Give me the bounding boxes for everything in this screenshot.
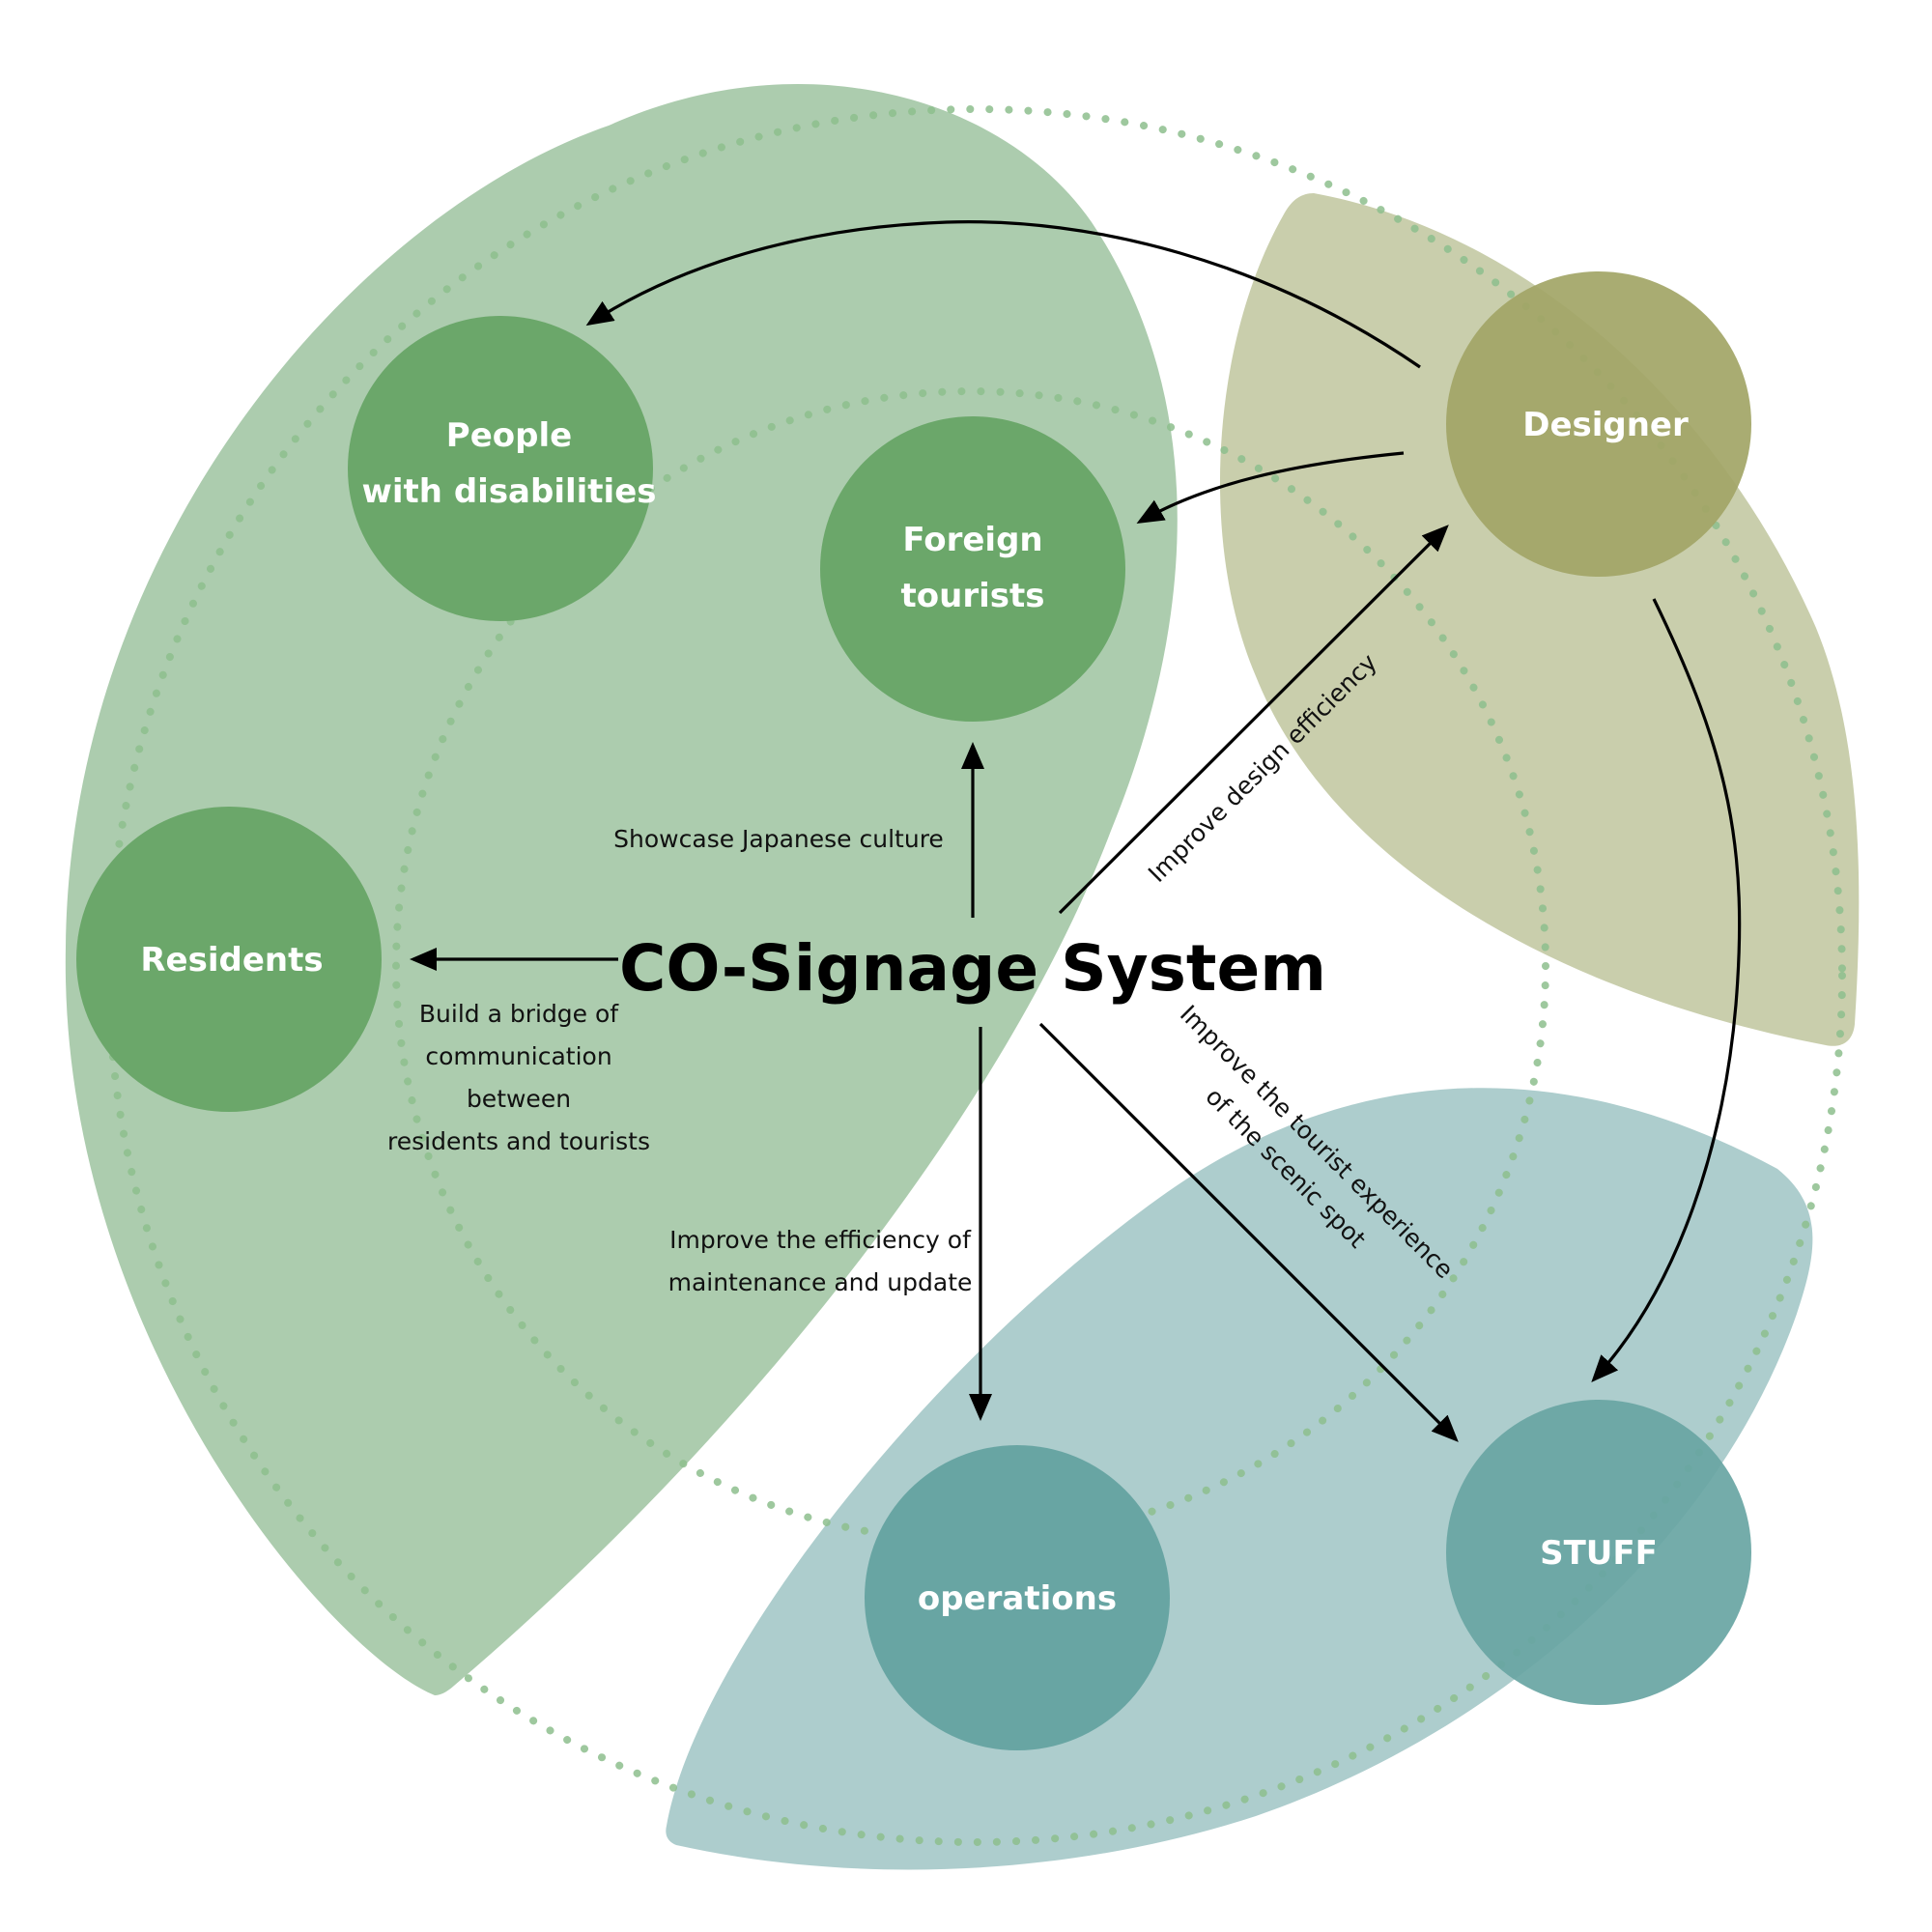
node-label: Designer	[1522, 406, 1689, 444]
label-showcase-culture: Showcase Japanese culture	[613, 825, 944, 853]
node-label: STUFF	[1540, 1534, 1658, 1573]
arrow-designer-to-disabilities	[585, 220, 1421, 369]
label-line: Improve the efficiency of	[669, 1226, 972, 1254]
node-label: with disabilities	[361, 472, 656, 511]
label-line: communication	[425, 1042, 611, 1070]
arrow-designer-to-foreign-tourists	[1136, 451, 1405, 524]
node-foreign-tourists: Foreign tourists	[820, 416, 1125, 722]
node-label: Residents	[140, 941, 323, 980]
label-line: between	[467, 1085, 571, 1113]
diagram-title: CO-Signage System	[619, 931, 1326, 1006]
node-residents: Residents	[76, 807, 382, 1112]
node-stuff: STUFF	[1446, 1400, 1751, 1705]
olive-region	[1219, 193, 1860, 1046]
arrow-designer-to-stuff	[1591, 598, 1742, 1382]
node-label: Foreign	[902, 521, 1042, 559]
label-maintenance: Improve the efficiency of maintenance an…	[668, 1226, 973, 1296]
node-label: People	[446, 416, 572, 455]
node-operations: operations	[865, 1445, 1170, 1750]
node-people-with-disabilities: People with disabilities	[348, 316, 657, 621]
node-label: operations	[918, 1579, 1117, 1618]
label-line: Build a bridge of	[419, 1000, 619, 1028]
label-line: maintenance and update	[668, 1268, 973, 1296]
node-label: tourists	[901, 577, 1045, 615]
arrow-center-to-stuff	[1038, 1022, 1459, 1442]
arrow-center-to-designer	[1058, 525, 1449, 915]
node-designer: Designer	[1446, 271, 1751, 577]
label-build-bridge: Build a bridge of communication between …	[387, 1000, 650, 1155]
label-line: residents and tourists	[387, 1127, 650, 1155]
inner-dotted-ring	[392, 387, 1549, 1545]
